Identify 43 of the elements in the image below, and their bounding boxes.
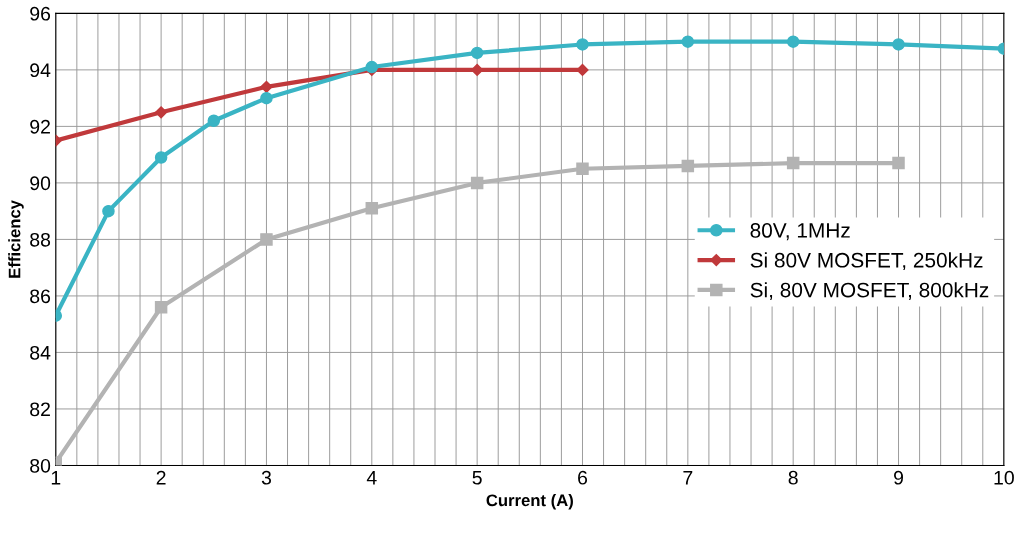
point: [260, 80, 273, 93]
y-tick-label: 90: [30, 176, 51, 191]
y-axis-title: Efficiency: [8, 200, 24, 278]
point: [681, 159, 695, 173]
point: [155, 106, 168, 119]
point: [102, 204, 115, 218]
point: [470, 46, 484, 60]
point: [681, 35, 695, 48]
y-tick-label: 86: [30, 289, 51, 304]
point: [576, 38, 589, 51]
point: [365, 202, 379, 215]
point: [154, 151, 168, 164]
legend-label: Si, 80V MOSFET, 800kHz: [750, 282, 989, 300]
x-tick-label: 5: [472, 471, 482, 485]
point: [786, 35, 800, 48]
y-tick-label: 80: [30, 458, 51, 473]
y-tick-label: 96: [30, 6, 51, 21]
x-tick-label: 1: [51, 471, 61, 485]
x-tick-label: 2: [156, 470, 166, 485]
x-tick-label: 7: [683, 471, 693, 485]
y-tick-label: 92: [30, 119, 50, 134]
x-axis-title: Current (A): [486, 493, 573, 510]
point: [892, 38, 905, 51]
x-tick-label: 6: [578, 470, 588, 485]
x-tick-label: 3: [261, 470, 272, 485]
x-tick-label: 10: [994, 470, 1014, 485]
x-tick-label: 8: [788, 470, 798, 485]
point: [470, 176, 484, 190]
x-tick-label: 4: [366, 471, 377, 485]
point: [260, 233, 273, 246]
y-tick-label: 82: [30, 402, 50, 417]
point: [260, 91, 273, 105]
point: [892, 156, 905, 170]
point: [207, 114, 221, 127]
y-tick-label: 88: [30, 232, 51, 247]
point: [576, 162, 589, 176]
point: [786, 156, 800, 170]
legend-label: 80V, 1MHz: [750, 223, 850, 241]
legend-label: Si 80V MOSFET, 250kHz: [750, 252, 983, 271]
y-tick-label: 94: [30, 63, 51, 78]
point: [154, 300, 168, 314]
x-tick-label: 9: [894, 470, 903, 485]
y-tick-label: 84: [30, 345, 51, 360]
